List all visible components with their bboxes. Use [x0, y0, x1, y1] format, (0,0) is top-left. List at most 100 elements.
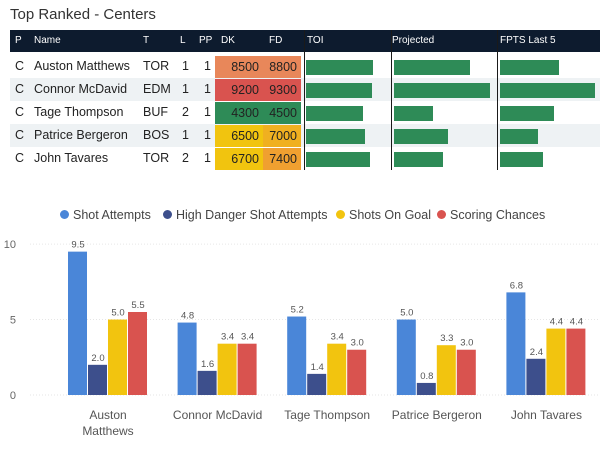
cell-p: C [15, 151, 25, 165]
cell-fd-salary: 9300 [263, 79, 301, 101]
bar [456, 349, 476, 395]
column-divider [304, 30, 305, 170]
x-tick-label: Patrice Bergeron [392, 408, 482, 422]
cell-fd-salary: 8800 [263, 56, 301, 78]
header-pp[interactable]: PP [199, 35, 213, 46]
databar-fpts [500, 152, 543, 167]
cell-name: Patrice Bergeron [34, 128, 128, 142]
bar [68, 251, 87, 395]
y-tick-label: 10 [4, 239, 16, 251]
cell-dk-salary: 4300 [215, 102, 263, 124]
databar-projected [394, 152, 443, 167]
cell-dk-salary: 9200 [215, 79, 263, 101]
bar [307, 373, 327, 395]
x-tick-label: Auston [89, 408, 126, 422]
bar [287, 316, 307, 395]
page-title: Top Ranked - Centers [10, 6, 156, 23]
legend-label: Shots On Goal [349, 208, 431, 222]
legend-item[interactable]: Scoring Chances [437, 206, 545, 224]
data-label: 4.4 [570, 317, 583, 328]
databar-toi [306, 129, 365, 144]
cell-pp: 1 [204, 151, 211, 165]
data-label: 3.0 [460, 338, 473, 349]
legend-item[interactable]: Shots On Goal [336, 206, 431, 224]
table-row[interactable]: C John Tavares TOR 2 1 6700 7400 [10, 147, 600, 170]
legend-item[interactable]: High Danger Shot Attempts [163, 206, 327, 224]
cell-line: 2 [182, 105, 189, 119]
cell-fd-salary: 7400 [263, 148, 301, 170]
bar [416, 382, 436, 395]
cell-p: C [15, 105, 25, 119]
cell-name: Auston Matthews [34, 59, 130, 73]
table-row[interactable]: C Tage Thompson BUF 2 1 4300 4500 [10, 101, 600, 124]
bar [128, 312, 147, 395]
table-row[interactable]: C Patrice Bergeron BOS 1 1 6500 7000 [10, 124, 600, 147]
cell-team: TOR [143, 151, 170, 165]
bar [566, 328, 586, 395]
header-fpts-last-5[interactable]: FPTS Last 5 [500, 35, 556, 46]
cell-pp: 1 [204, 128, 211, 142]
cell-p: C [15, 128, 25, 142]
table-row[interactable]: C Auston Matthews TOR 1 1 8500 8800 [10, 55, 600, 78]
column-divider [497, 30, 498, 170]
table-header: P Name T L PP DK FD TOI Projected FPTS L… [10, 30, 600, 52]
databar-fpts [500, 60, 559, 75]
data-label: 2.4 [530, 347, 543, 358]
data-label: 5.0 [111, 308, 124, 319]
x-tick-label: Tage Thompson [284, 408, 370, 422]
data-label: 2.0 [91, 353, 104, 364]
data-label: 3.4 [221, 332, 234, 343]
bar [217, 343, 237, 395]
clustered-bar-chart: 0 5 10 9.5 2.0 5.0 5.5 Auston Matthews 4.8 1.6 3.4 3… [4, 239, 598, 438]
header-team[interactable]: T [143, 35, 150, 46]
data-label: 6.8 [510, 280, 523, 291]
header-name[interactable]: Name [34, 35, 61, 46]
cell-dk-salary: 6500 [215, 125, 263, 147]
header-toi[interactable]: TOI [307, 35, 324, 46]
bar [436, 345, 456, 395]
cell-line: 1 [182, 128, 189, 142]
y-tick-label: 0 [10, 390, 16, 402]
data-label: 1.4 [311, 362, 324, 373]
cell-team: BOS [143, 128, 170, 142]
cell-team: EDM [143, 82, 171, 96]
x-tick-label: Connor McDavid [173, 408, 262, 422]
cell-name: Tage Thompson [34, 105, 124, 119]
column-divider [391, 30, 392, 170]
header-fd[interactable]: FD [269, 35, 283, 46]
table-row[interactable]: C Connor McDavid EDM 1 1 9200 9300 [10, 78, 600, 101]
header-projected[interactable]: Projected [392, 35, 435, 46]
bar [177, 322, 197, 395]
legend-marker-icon [437, 210, 446, 219]
data-label: 4.8 [181, 311, 194, 322]
databar-fpts [500, 129, 538, 144]
databar-projected [394, 106, 433, 121]
cell-name: Connor McDavid [34, 82, 128, 96]
cell-p: C [15, 59, 25, 73]
cell-line: 1 [182, 59, 189, 73]
header-p[interactable]: P [15, 35, 22, 46]
bar [88, 364, 107, 395]
databar-toi [306, 152, 370, 167]
header-line[interactable]: L [180, 35, 186, 46]
legend-marker-icon [163, 210, 172, 219]
cell-team: BUF [143, 105, 168, 119]
cell-pp: 1 [204, 82, 211, 96]
cell-team: TOR [143, 59, 170, 73]
databar-fpts [500, 106, 554, 121]
databar-toi [306, 106, 363, 121]
legend-label: Scoring Chances [450, 208, 546, 222]
cell-dk-salary: 6700 [215, 148, 263, 170]
cell-name: John Tavares [34, 151, 109, 165]
data-label: 4.4 [550, 317, 563, 328]
cell-pp: 1 [204, 105, 211, 119]
bar [347, 349, 367, 395]
bar [506, 292, 526, 395]
header-dk[interactable]: DK [221, 35, 235, 46]
databar-toi [306, 60, 373, 75]
data-label: 3.4 [331, 332, 344, 343]
legend-item[interactable]: Shot Attempts [60, 206, 151, 224]
data-label: 5.0 [400, 308, 413, 319]
databar-projected [394, 129, 448, 144]
databar-fpts [500, 83, 595, 98]
